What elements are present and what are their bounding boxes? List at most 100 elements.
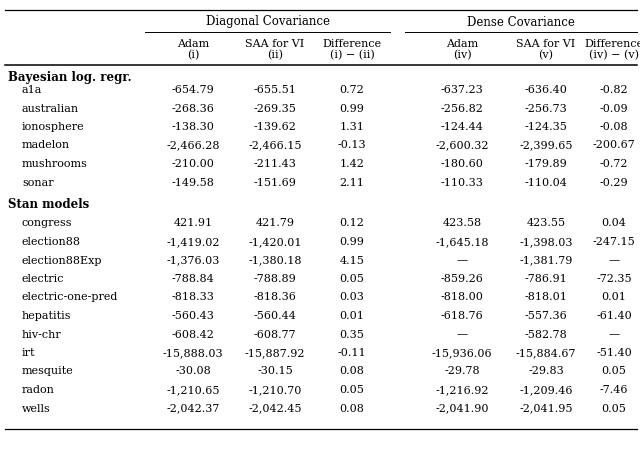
Text: -2,600.32: -2,600.32	[435, 141, 489, 151]
Text: -15,887.92: -15,887.92	[244, 348, 305, 358]
Text: -818.33: -818.33	[172, 293, 214, 303]
Text: hiv-chr: hiv-chr	[22, 329, 61, 339]
Text: 0.35: 0.35	[340, 329, 364, 339]
Text: -1,210.65: -1,210.65	[166, 385, 220, 395]
Text: ionosphere: ionosphere	[22, 122, 84, 132]
Text: -654.79: -654.79	[172, 85, 214, 95]
Text: -124.35: -124.35	[525, 122, 568, 132]
Text: -2,042.45: -2,042.45	[248, 404, 301, 414]
Text: election88: election88	[22, 237, 81, 247]
Text: 423.55: 423.55	[527, 218, 566, 228]
Text: 0.05: 0.05	[602, 366, 627, 376]
Text: -2,399.65: -2,399.65	[519, 141, 573, 151]
Text: 1.42: 1.42	[340, 159, 364, 169]
Text: —: —	[456, 256, 468, 266]
Text: -269.35: -269.35	[253, 103, 296, 113]
Text: 421.79: 421.79	[255, 218, 294, 228]
Text: -557.36: -557.36	[525, 311, 568, 321]
Text: -818.00: -818.00	[440, 293, 483, 303]
Text: -110.33: -110.33	[440, 177, 483, 187]
Text: -1,420.01: -1,420.01	[248, 237, 301, 247]
Text: -200.67: -200.67	[593, 141, 636, 151]
Text: -1,210.70: -1,210.70	[248, 385, 301, 395]
Text: -2,041.90: -2,041.90	[435, 404, 489, 414]
Text: -72.35: -72.35	[596, 274, 632, 284]
Text: Dense Covariance: Dense Covariance	[467, 15, 575, 29]
Text: Diagonal Covariance: Diagonal Covariance	[205, 15, 330, 29]
Text: hepatitis: hepatitis	[22, 311, 72, 321]
Text: mesquite: mesquite	[22, 366, 74, 376]
Text: -179.89: -179.89	[525, 159, 568, 169]
Text: -1,419.02: -1,419.02	[166, 237, 220, 247]
Text: SAA for VI: SAA for VI	[245, 39, 305, 49]
Text: -2,466.28: -2,466.28	[166, 141, 220, 151]
Text: election88Exp: election88Exp	[22, 256, 102, 266]
Text: -15,936.06: -15,936.06	[432, 348, 492, 358]
Text: -15,888.03: -15,888.03	[163, 348, 223, 358]
Text: -1,380.18: -1,380.18	[248, 256, 301, 266]
Text: -0.82: -0.82	[600, 85, 628, 95]
Text: -29.83: -29.83	[528, 366, 564, 376]
Text: -2,466.15: -2,466.15	[248, 141, 301, 151]
Text: SAA for VI: SAA for VI	[516, 39, 575, 49]
Text: -1,216.92: -1,216.92	[435, 385, 489, 395]
Text: 0.05: 0.05	[340, 385, 364, 395]
Text: -636.40: -636.40	[525, 85, 568, 95]
Text: -268.36: -268.36	[172, 103, 214, 113]
Text: 0.05: 0.05	[602, 404, 627, 414]
Text: 0.05: 0.05	[340, 274, 364, 284]
Text: -124.44: -124.44	[440, 122, 483, 132]
Text: —: —	[609, 256, 620, 266]
Text: -859.26: -859.26	[440, 274, 483, 284]
Text: -139.62: -139.62	[253, 122, 296, 132]
Text: -30.15: -30.15	[257, 366, 293, 376]
Text: -149.58: -149.58	[172, 177, 214, 187]
Text: -1,381.79: -1,381.79	[519, 256, 573, 266]
Text: -818.01: -818.01	[525, 293, 568, 303]
Text: -655.51: -655.51	[253, 85, 296, 95]
Text: 0.03: 0.03	[340, 293, 364, 303]
Text: -2,042.37: -2,042.37	[166, 404, 220, 414]
Text: Adam: Adam	[177, 39, 209, 49]
Text: (i) − (ii): (i) − (ii)	[330, 50, 374, 60]
Text: -151.69: -151.69	[253, 177, 296, 187]
Text: —: —	[609, 329, 620, 339]
Text: -110.04: -110.04	[525, 177, 568, 187]
Text: (iv) − (v): (iv) − (v)	[589, 50, 639, 60]
Text: -210.00: -210.00	[172, 159, 214, 169]
Text: -0.13: -0.13	[338, 141, 366, 151]
Text: Bayesian log. regr.: Bayesian log. regr.	[8, 71, 132, 85]
Text: -180.60: -180.60	[440, 159, 483, 169]
Text: (i): (i)	[187, 50, 199, 60]
Text: 1.31: 1.31	[340, 122, 364, 132]
Text: 0.08: 0.08	[340, 404, 364, 414]
Text: -247.15: -247.15	[593, 237, 636, 247]
Text: 423.58: 423.58	[442, 218, 481, 228]
Text: -560.43: -560.43	[172, 311, 214, 321]
Text: -1,398.03: -1,398.03	[519, 237, 573, 247]
Text: -256.82: -256.82	[440, 103, 483, 113]
Text: mushrooms: mushrooms	[22, 159, 88, 169]
Text: -15,884.67: -15,884.67	[516, 348, 576, 358]
Text: 2.11: 2.11	[340, 177, 364, 187]
Text: madelon: madelon	[22, 141, 70, 151]
Text: 0.08: 0.08	[340, 366, 364, 376]
Text: 0.72: 0.72	[340, 85, 364, 95]
Text: (v): (v)	[538, 50, 554, 60]
Text: -7.46: -7.46	[600, 385, 628, 395]
Text: -637.23: -637.23	[440, 85, 483, 95]
Text: -788.84: -788.84	[172, 274, 214, 284]
Text: 0.01: 0.01	[602, 293, 627, 303]
Text: -29.78: -29.78	[444, 366, 480, 376]
Text: —: —	[456, 329, 468, 339]
Text: wells: wells	[22, 404, 51, 414]
Text: -2,041.95: -2,041.95	[519, 404, 573, 414]
Text: -0.29: -0.29	[600, 177, 628, 187]
Text: electric-one-pred: electric-one-pred	[22, 293, 118, 303]
Text: Adam: Adam	[446, 39, 478, 49]
Text: -0.11: -0.11	[338, 348, 366, 358]
Text: Difference: Difference	[584, 39, 640, 49]
Text: (iv): (iv)	[452, 50, 471, 60]
Text: -211.43: -211.43	[253, 159, 296, 169]
Text: congress: congress	[22, 218, 72, 228]
